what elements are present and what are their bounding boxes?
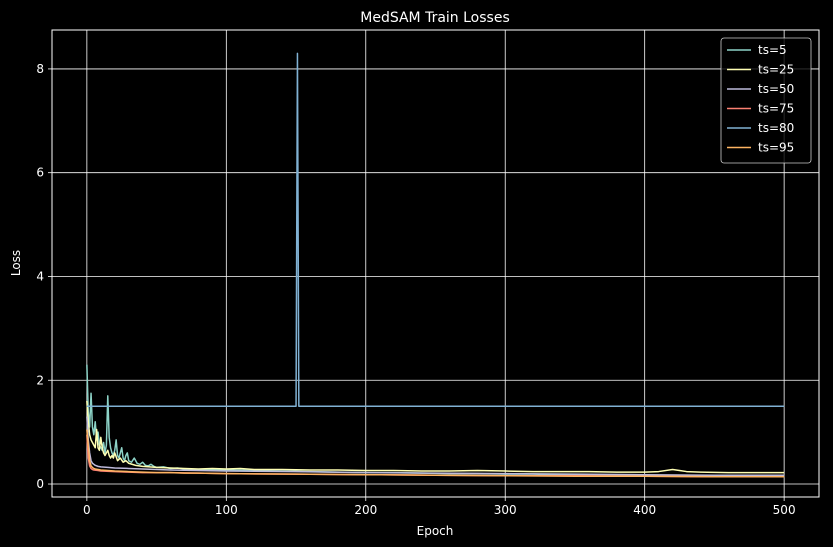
series-line-ts-25: [86, 400, 785, 474]
series-line-ts-80: [86, 52, 785, 407]
legend-label: ts=25: [758, 63, 794, 77]
y-tick-label: 2: [36, 373, 44, 387]
y-tick-label: 6: [36, 166, 44, 180]
series-line-ts-95: [86, 429, 785, 478]
x-tick-label: 100: [215, 503, 238, 517]
y-tick-label: 8: [36, 62, 44, 76]
series-lines: [86, 52, 785, 478]
legend-label: ts=80: [758, 121, 794, 135]
legend: ts=5 ts=25 ts=50 ts=75 ts=80 ts=95: [720, 37, 812, 164]
legend-label: ts=50: [758, 82, 794, 96]
legend-label: ts=5: [758, 43, 787, 57]
series-line-ts-50: [86, 416, 785, 476]
x-tick-label: 0: [83, 503, 91, 517]
y-axis-label: Loss: [9, 250, 23, 276]
x-tick-label: 300: [494, 503, 517, 517]
plot-frame: [51, 29, 820, 498]
chart-title: MedSAM Train Losses: [360, 10, 510, 26]
y-tick-label: 0: [36, 477, 44, 491]
x-tick-label: 400: [633, 503, 656, 517]
x-axis-label: Epoch: [417, 524, 454, 538]
x-tick-label: 200: [354, 503, 377, 517]
y-tick-label: 4: [36, 269, 44, 283]
axis-ticks: 0 100 200 300 400 500 0 2 4 6 8: [36, 62, 795, 517]
legend-label: ts=75: [758, 102, 794, 116]
legend-label: ts=95: [758, 141, 794, 155]
x-tick-label: 500: [773, 503, 796, 517]
